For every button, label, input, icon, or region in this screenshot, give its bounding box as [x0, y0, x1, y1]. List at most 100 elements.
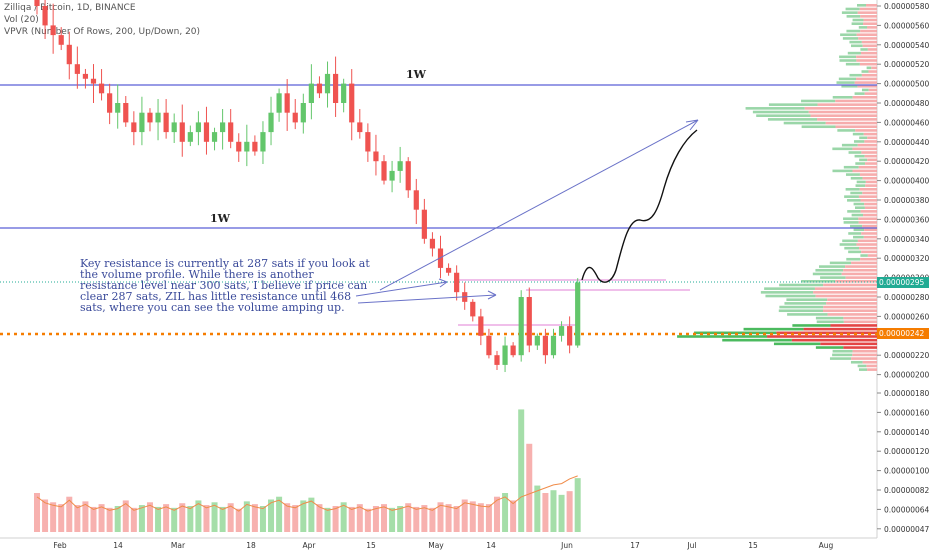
vpvr-row-up	[768, 103, 818, 106]
vpvr-row-down	[860, 257, 877, 261]
vpvr-row-up	[832, 349, 853, 353]
candle-body	[550, 335, 557, 356]
poc-price-badge: 0.00000242	[877, 328, 929, 339]
vpvr-row-up	[779, 305, 824, 309]
volume-bar	[518, 409, 525, 532]
symbol-title[interactable]: Zilliqa / Bitcoin, 1D, BINANCE	[4, 3, 136, 13]
y-tick-label: 0.00000460	[884, 118, 930, 127]
candle-body	[155, 112, 161, 123]
volume-bar	[42, 499, 49, 532]
volume-indicator-label[interactable]: Vol (20)	[4, 15, 39, 25]
candle-body	[470, 301, 476, 317]
candle-body	[50, 25, 56, 36]
pointer-arrow-2	[357, 294, 497, 304]
vpvr-row-up	[815, 316, 844, 320]
vpvr-row-down	[866, 4, 877, 7]
candle-body	[478, 316, 484, 336]
volume-bar	[421, 505, 428, 532]
x-tick-label: Aug	[819, 541, 834, 550]
candle-body	[34, 0, 40, 6]
candle-body	[163, 112, 169, 133]
candle-body	[324, 73, 331, 94]
annotation-note[interactable]: Key resistance is currently at 287 sats …	[80, 257, 370, 314]
x-tick-label: Feb	[53, 541, 67, 550]
candle-body	[558, 326, 565, 336]
vpvr-row-up	[815, 346, 844, 349]
vpvr-row-down	[856, 55, 877, 59]
candle-body	[510, 345, 516, 356]
vpvr-row-up	[837, 129, 856, 132]
vpvr-row-up	[846, 257, 861, 261]
volume-bar	[316, 504, 323, 532]
volume-bar	[259, 506, 266, 532]
volume-bar	[284, 503, 291, 532]
vpvr-row-up	[848, 151, 862, 154]
vpvr-row-up	[850, 176, 863, 180]
volume-bar	[364, 508, 371, 532]
candle-body	[276, 93, 282, 113]
volume-bar	[34, 493, 40, 532]
vpvr-row-down	[845, 276, 877, 279]
vpvr-row-down	[856, 33, 877, 37]
price-axis-bg	[877, 0, 932, 550]
vpvr-row-down	[863, 18, 877, 22]
y-tick-label: 0.00000160	[884, 408, 930, 417]
vpvr-row-down	[856, 59, 877, 62]
vpvr-row-down	[871, 66, 877, 70]
y-tick-label: 0.00000320	[884, 254, 930, 263]
vpvr-row-down	[859, 7, 877, 11]
vpvr-row-down	[867, 368, 877, 371]
vpvr-row-down	[859, 62, 877, 66]
vpvr-row-down	[857, 84, 877, 88]
vpvr-row-down	[862, 224, 877, 228]
vpvr-row-up	[853, 228, 865, 232]
volume-bar	[195, 500, 202, 532]
candle-body	[567, 326, 573, 346]
y-tick-label: 0.00000440	[884, 138, 930, 147]
vpvr-indicator-label[interactable]: VPVR (Number Of Rows, 200, Up/Down, 20)	[4, 27, 201, 37]
vpvr-row-up	[845, 7, 860, 11]
candle-body	[429, 238, 436, 249]
volume-bar	[324, 507, 331, 532]
candle-body	[252, 141, 258, 152]
vpvr-row-up	[773, 342, 821, 346]
vpvr-row-down	[820, 342, 877, 346]
volume-bar	[372, 506, 379, 532]
vpvr-row-down	[863, 213, 877, 217]
vpvr-row-up	[832, 353, 853, 357]
vpvr-row-down	[867, 48, 877, 51]
vpvr-row-up	[722, 338, 792, 342]
y-tick-label: 0.00000180	[884, 389, 930, 398]
vpvr-row-up	[778, 309, 823, 313]
target-arrow-line	[379, 119, 699, 291]
vpvr-row-up	[852, 132, 864, 136]
x-tick-label: 14	[486, 541, 496, 550]
vpvr-row-up	[844, 246, 860, 250]
x-tick-label: Mar	[171, 541, 186, 550]
vpvr-row-down	[843, 320, 877, 324]
volume-bar	[58, 504, 65, 532]
candle-body	[454, 272, 460, 293]
y-tick-label: 0.00000260	[884, 312, 930, 321]
vpvr-row-up	[767, 118, 818, 121]
vpvr-row-down	[827, 298, 877, 301]
vpvr-row-up	[845, 188, 860, 191]
vpvr-row-up	[843, 221, 859, 224]
vpvr-row-down	[835, 99, 877, 103]
vpvr-row-up	[792, 324, 831, 327]
weekly-level-label-lower: 1W	[210, 212, 231, 225]
vpvr-row-down	[862, 44, 877, 48]
candle-body	[575, 282, 581, 346]
x-tick-label: 15	[366, 541, 376, 550]
vpvr-row-up	[850, 360, 863, 364]
vpvr-row-down	[835, 280, 877, 283]
candle-body	[413, 190, 419, 210]
candle-body	[445, 267, 452, 273]
vpvr-row-down	[857, 11, 877, 14]
y-tick-label: 0.00000500	[884, 80, 930, 89]
vpvr-row-down	[852, 349, 877, 353]
volume-bar	[389, 507, 396, 532]
candle-body	[74, 64, 80, 74]
vpvr-row-up	[752, 110, 809, 114]
